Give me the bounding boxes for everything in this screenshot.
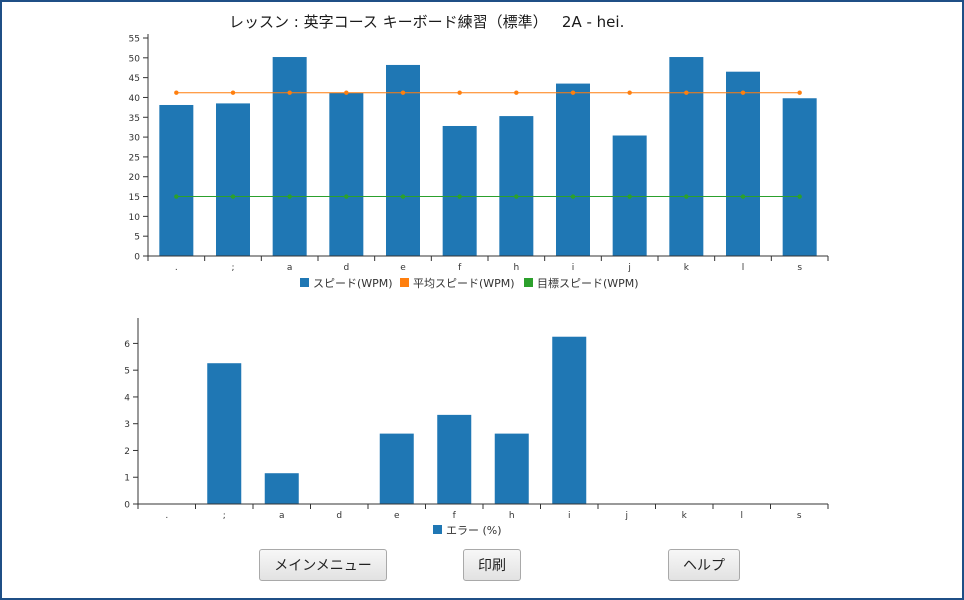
y-tick-label: 50 [129, 54, 141, 64]
y-tick-label: 40 [129, 94, 141, 104]
line-point [457, 90, 462, 95]
y-tick-label: 55 [129, 35, 140, 45]
line-point [400, 90, 406, 95]
bar-. [159, 104, 194, 257]
line-point [684, 90, 689, 95]
bar-e [379, 433, 414, 504]
line-point [287, 90, 292, 95]
bar-h [499, 116, 534, 256]
chart-2: 0 1 2 3 4 5 6.; a d e f h i j k l s エラー (%) [124, 318, 829, 537]
line-point [570, 194, 576, 199]
line-point [740, 90, 746, 95]
line-point [627, 90, 632, 95]
bar-l [726, 71, 760, 256]
x-tick-label: s [797, 511, 802, 521]
x-tick-label: h [509, 511, 515, 521]
x-tick-label: s [797, 263, 802, 273]
line-point [570, 90, 576, 95]
y-tick-label: 5 [134, 233, 140, 243]
y-tick-label: 5 [124, 367, 130, 377]
y-tick-label: 3 [124, 420, 130, 430]
y-tick-label: 30 [129, 134, 141, 144]
x-tick-label: . [175, 263, 178, 273]
y-tick-label: 25 [129, 153, 140, 163]
line-point [344, 194, 349, 199]
x-tick-label: l [740, 511, 743, 521]
print-button[interactable]: 印刷 [463, 549, 521, 581]
x-tick-label: ; [223, 511, 226, 521]
y-tick-label: 0 [134, 253, 140, 263]
y-tick-label: 0 [124, 501, 130, 511]
y-tick-label: 1 [124, 474, 130, 484]
help-button[interactable]: ヘルプ [668, 549, 740, 581]
x-tick-label: f [453, 511, 457, 521]
main-menu-button[interactable]: メインメニュー [259, 549, 387, 581]
legend-label: エラー (%) [446, 524, 502, 537]
line-point [230, 90, 236, 95]
x-tick-label: e [394, 511, 400, 521]
line-point [740, 194, 746, 199]
bar-d [329, 92, 364, 256]
x-tick-label: . [165, 511, 168, 521]
x-tick-label: k [682, 511, 688, 521]
line-point [627, 194, 632, 199]
x-tick-label: h [513, 263, 519, 273]
line-point [287, 194, 292, 199]
line-point [684, 194, 689, 199]
bar-i [552, 336, 587, 504]
bar-h [494, 433, 529, 504]
x-tick-label: d [336, 511, 342, 521]
bar-e [386, 64, 420, 256]
x-tick-label: f [458, 263, 462, 273]
bar-; [216, 103, 250, 257]
line-point [344, 90, 349, 95]
line-point [174, 194, 179, 199]
chart-1: 0 5 10 15 20 25 30 35 40 45 50 55.; a d e f h i j k l s スピード(W… [129, 34, 829, 290]
x-tick-label: a [287, 263, 293, 273]
bar-a [272, 57, 307, 257]
line-point [797, 194, 802, 199]
line-point [174, 90, 179, 95]
legend-label: 平均スピード(WPM) [413, 277, 515, 290]
y-tick-label: 4 [124, 393, 130, 403]
x-tick-label: i [568, 511, 571, 521]
x-tick-label: d [343, 263, 349, 273]
bar-a [264, 473, 299, 504]
line-point [400, 194, 406, 199]
x-tick-label: j [624, 511, 628, 521]
y-tick-label: 2 [124, 447, 130, 457]
y-tick-label: 10 [129, 213, 141, 223]
x-tick-label: a [279, 511, 285, 521]
x-tick-label: e [400, 263, 406, 273]
y-tick-label: 45 [129, 74, 140, 84]
line-point [230, 194, 236, 199]
line-point [514, 194, 519, 199]
line-point [457, 194, 462, 199]
window-title: レッスン : 英字コース キーボード練習（標準） 2A - hei. [229, 13, 625, 31]
x-tick-label: ; [231, 263, 234, 273]
legend-swatch [400, 278, 409, 287]
x-tick-label: l [742, 263, 745, 273]
bar-s [782, 98, 817, 256]
bar-; [207, 363, 242, 504]
legend-label: 目標スピード(WPM) [537, 276, 639, 290]
line-point [797, 90, 802, 95]
legend-swatch [433, 525, 442, 534]
bar-f [442, 125, 477, 256]
legend-swatch [524, 278, 533, 287]
x-tick-label: k [684, 263, 690, 273]
legend-swatch [300, 278, 309, 287]
x-tick-label: j [627, 263, 631, 273]
line-point [514, 90, 519, 95]
bar-i [556, 83, 590, 256]
y-tick-label: 20 [129, 173, 141, 183]
legend-label: スピード(WPM) [313, 277, 393, 290]
y-tick-label: 6 [124, 340, 130, 350]
bar-f [437, 414, 472, 504]
bar-k [669, 57, 704, 257]
y-tick-label: 35 [129, 114, 140, 124]
y-tick-label: 15 [129, 193, 140, 203]
x-tick-label: i [572, 263, 575, 273]
